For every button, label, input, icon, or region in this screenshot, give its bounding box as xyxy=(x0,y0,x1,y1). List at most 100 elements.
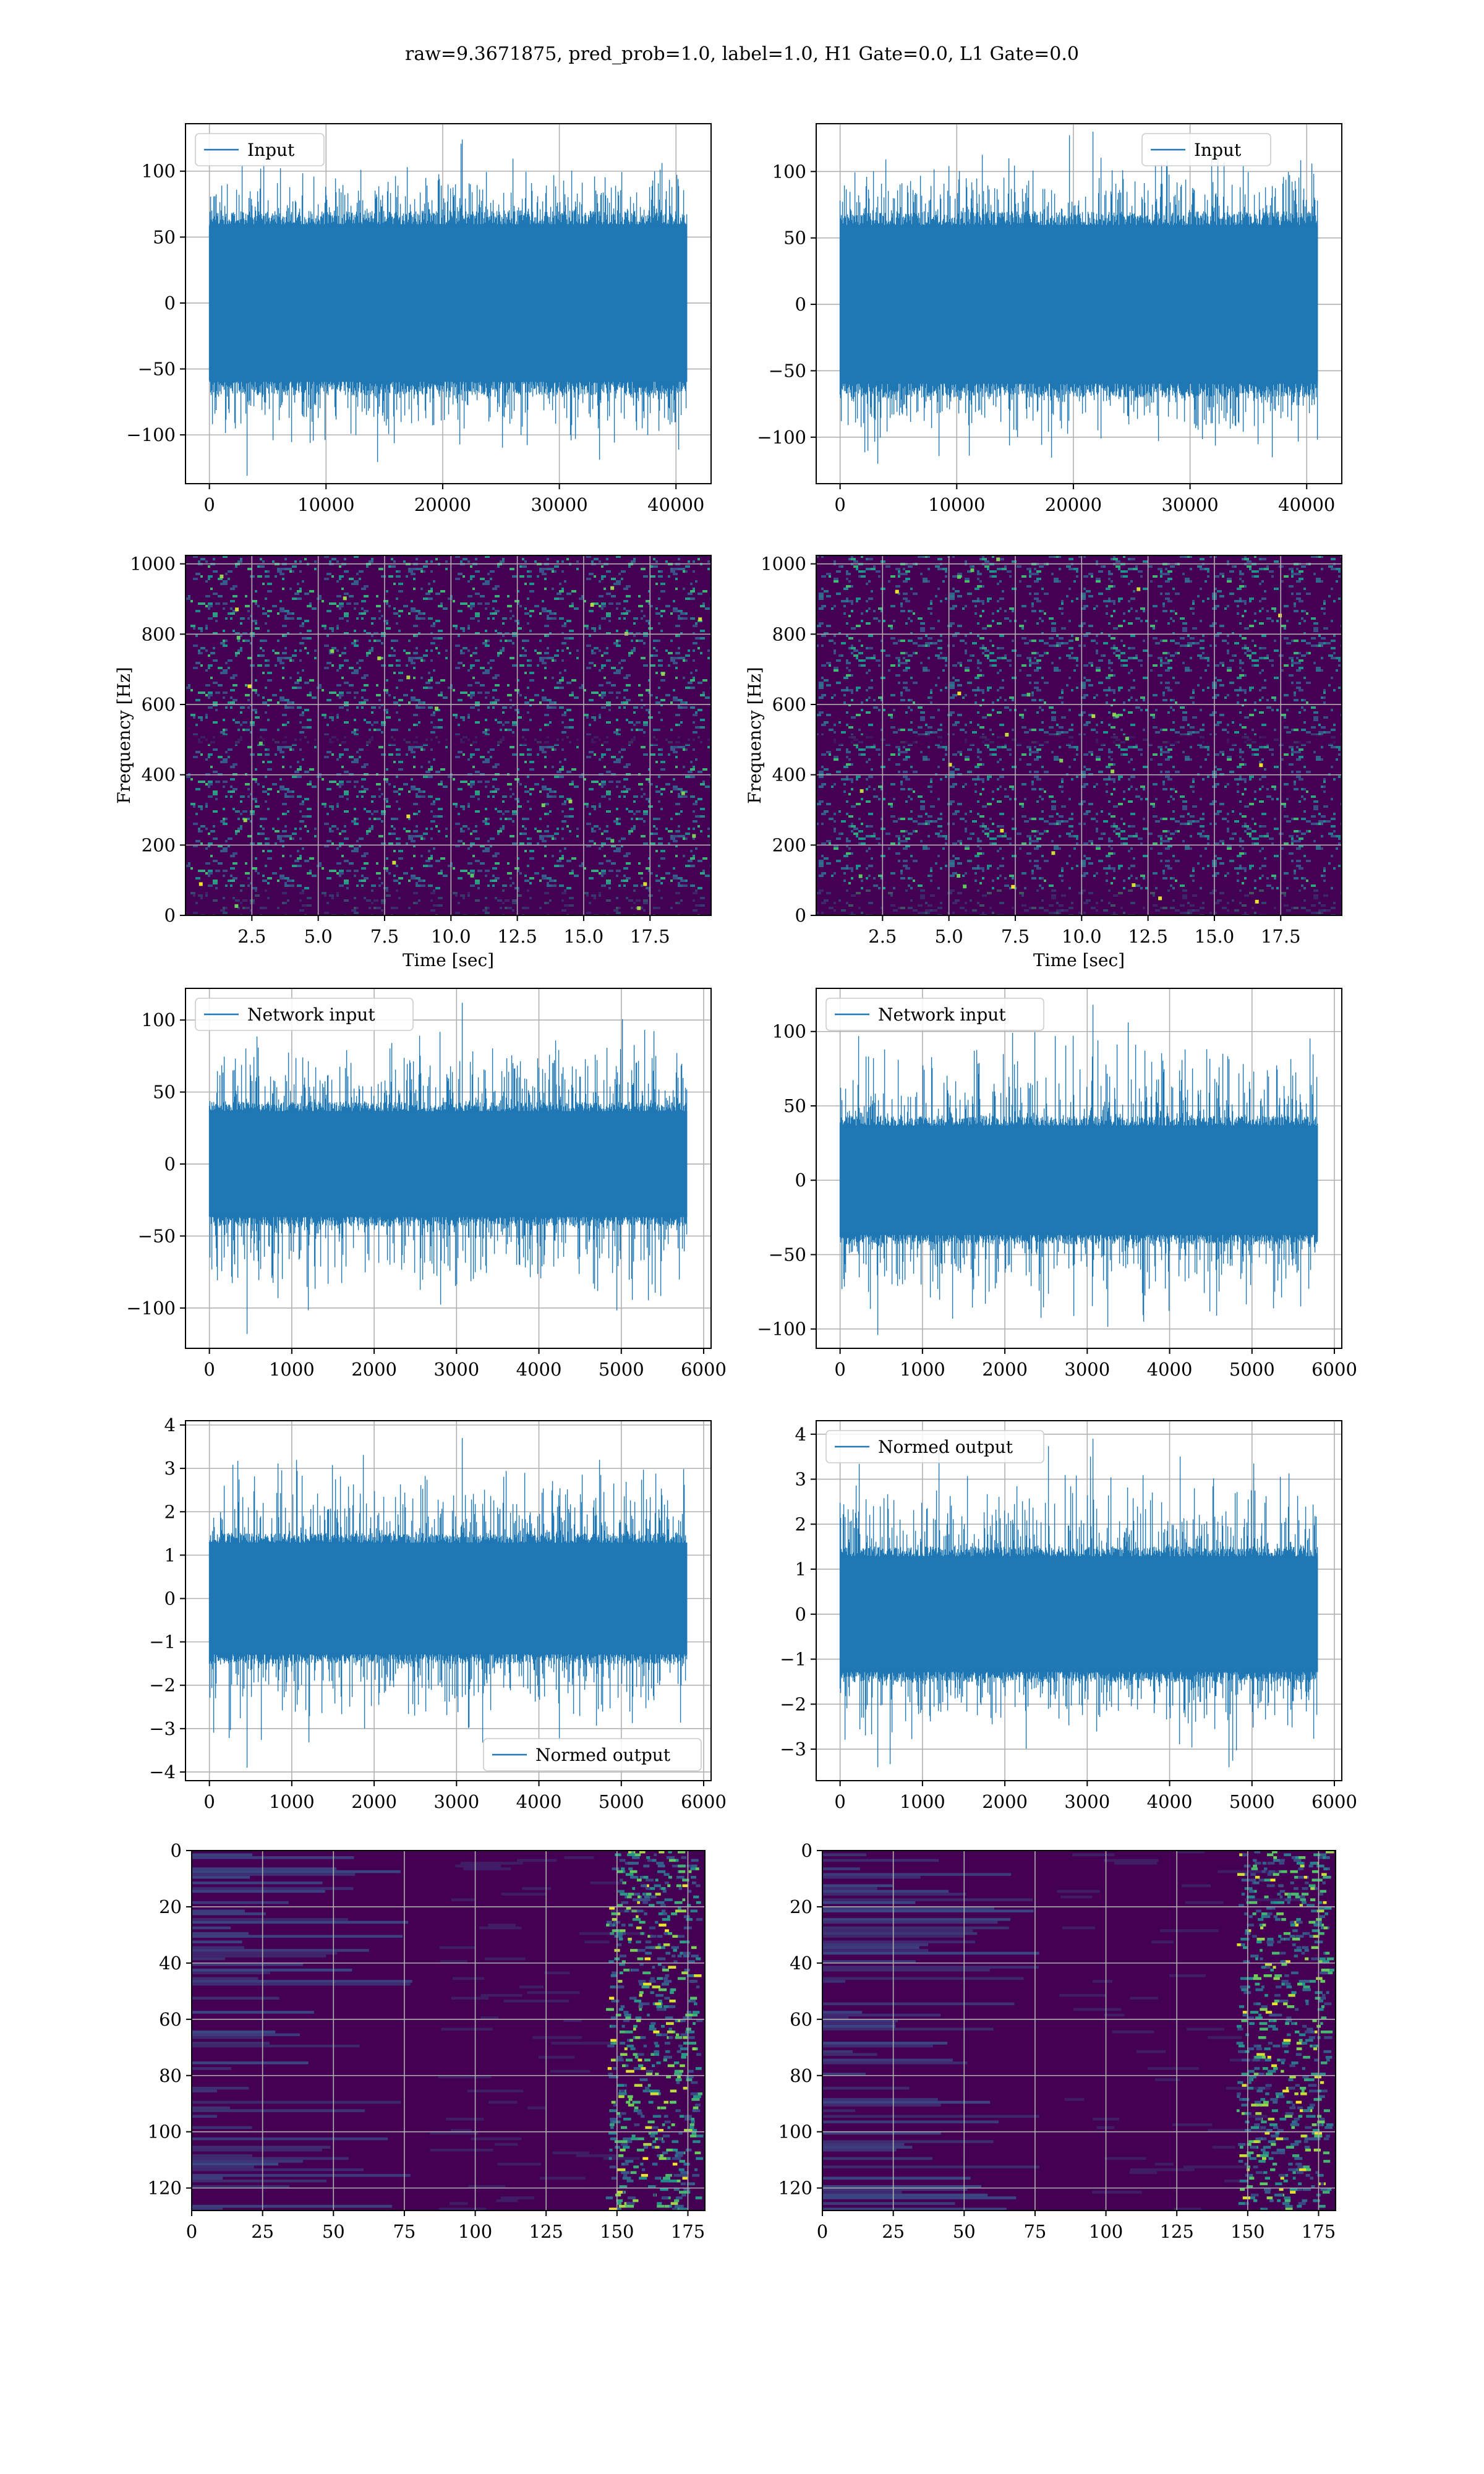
feature-cell xyxy=(1316,1864,1324,1868)
spectrogram-hotspot xyxy=(235,607,239,612)
feature-texture xyxy=(1104,2013,1125,2017)
spectrogram-hotspot xyxy=(234,904,239,908)
feature-texture xyxy=(480,1993,522,1997)
feature-cell xyxy=(666,1856,675,1859)
feature-cell xyxy=(1281,1980,1289,1983)
feature-cell xyxy=(620,1893,628,1896)
feature-cell xyxy=(636,2019,641,2022)
feature-cell xyxy=(643,1864,650,1868)
feature-cell xyxy=(1284,2115,1293,2118)
feature-cell xyxy=(1279,1862,1284,1865)
feature-cell xyxy=(620,2140,628,2143)
feature-cell xyxy=(609,2123,615,2126)
feature-cell xyxy=(645,1898,650,1901)
feature-cell xyxy=(652,2115,662,2118)
spectrogram-hotspot xyxy=(258,742,263,746)
feature-cell xyxy=(623,2019,630,2022)
feature-cell xyxy=(1261,1912,1268,1915)
feature-cell xyxy=(640,1932,644,1935)
feature-cell xyxy=(1319,1901,1322,1904)
feature-cell xyxy=(1312,2129,1320,2132)
spectrogram-hotspot xyxy=(198,882,203,886)
feature-cell xyxy=(1323,1926,1328,1930)
x-tick-label: 40000 xyxy=(647,494,704,515)
x-tick-label: 10.0 xyxy=(431,926,471,947)
feature-cell xyxy=(1278,2095,1285,2099)
spectrogram-hotspot xyxy=(236,635,241,640)
spectrogram-hotspot xyxy=(610,839,615,843)
y-tick-label: 50 xyxy=(153,1082,176,1103)
feature-cell xyxy=(681,2055,686,2059)
feature-cell xyxy=(633,1893,641,1896)
feature-cell xyxy=(1324,2036,1333,2039)
feature-cell xyxy=(623,2011,629,2014)
feature-cell xyxy=(609,2148,613,2152)
feature-cell xyxy=(648,2100,654,2104)
feature-cell xyxy=(1245,1929,1249,1932)
feature-cell xyxy=(1247,2142,1252,2146)
feature-cell xyxy=(642,2157,649,2160)
feature-cell xyxy=(665,2173,672,2177)
spectrogram-hotspot xyxy=(692,834,696,838)
feature-cell xyxy=(1242,2011,1247,2014)
spectrogram-hotspot xyxy=(996,557,1000,562)
feature-cell xyxy=(691,2120,695,2124)
feature-cell xyxy=(1324,2002,1332,2006)
feature-cell xyxy=(1271,2142,1276,2146)
feature-cell xyxy=(630,2047,636,2050)
feature-cell xyxy=(656,2092,661,2095)
feature-cell xyxy=(625,2058,633,2062)
feature-cell xyxy=(632,1898,641,1901)
x-tick-label: 2.5 xyxy=(237,926,266,947)
chart-network-input-l1: 0 1000 2000 3000 4000 5000 6000−100−50050100Ne… xyxy=(757,988,1357,1380)
feature-cell xyxy=(636,1926,642,1930)
feature-cell xyxy=(1294,1954,1298,1958)
feature-streak xyxy=(822,2027,994,2031)
feature-cell xyxy=(1244,2112,1248,2115)
x-tick-label: 125 xyxy=(529,2221,563,2242)
feature-cell xyxy=(610,1974,617,1977)
y-tick-label: −50 xyxy=(138,359,176,380)
feature-cell xyxy=(1281,1982,1285,1986)
y-tick-label: 50 xyxy=(783,228,806,249)
feature-cell xyxy=(623,1932,626,1935)
feature-cell xyxy=(1248,2196,1256,2199)
feature-cell xyxy=(1294,1875,1298,1879)
feature-texture xyxy=(1129,2171,1158,2174)
feature-cell xyxy=(655,2073,659,2076)
legend-box xyxy=(483,1738,702,1771)
feature-cell xyxy=(1264,2131,1270,2135)
spectrogram-hotspot xyxy=(1115,714,1119,718)
y-tick-label: 60 xyxy=(159,2009,182,2030)
feature-streak xyxy=(192,2148,322,2152)
feature-cell xyxy=(639,1993,643,1997)
feature-cell xyxy=(642,1901,648,1904)
feature-cell xyxy=(639,1963,644,1966)
feature-cell xyxy=(628,2104,634,2107)
feature-cell xyxy=(665,1951,671,1955)
feature-cell xyxy=(1241,2112,1246,2115)
y-tick-label: 100 xyxy=(142,161,176,182)
feature-cell xyxy=(1324,2188,1332,2191)
feature-cell xyxy=(1314,2075,1322,2079)
feature-cell xyxy=(658,1999,662,2003)
feature-cell xyxy=(1255,2112,1262,2115)
feature-cell xyxy=(679,2115,684,2118)
feature-cell xyxy=(1255,1909,1261,1913)
feature-cell xyxy=(672,2207,678,2211)
feature-cell xyxy=(673,2188,680,2191)
spectrogram-hotspot xyxy=(948,763,952,767)
feature-cell xyxy=(670,1991,674,1994)
spectrogram-hotspot xyxy=(1255,899,1259,904)
y-tick-label: −3 xyxy=(780,1739,806,1760)
feature-cell xyxy=(1294,1949,1302,1952)
feature-texture xyxy=(1244,1898,1301,1901)
feature-streak xyxy=(192,1912,266,1915)
feature-cell xyxy=(1312,2044,1316,2048)
feature-texture xyxy=(480,2016,499,2019)
y-tick-label: 50 xyxy=(783,1095,806,1116)
legend-label: Input xyxy=(1194,140,1242,160)
y-tick-label: 0 xyxy=(171,1840,182,1861)
x-tick-label: 2000 xyxy=(351,1359,397,1380)
feature-streak xyxy=(192,1968,352,1972)
